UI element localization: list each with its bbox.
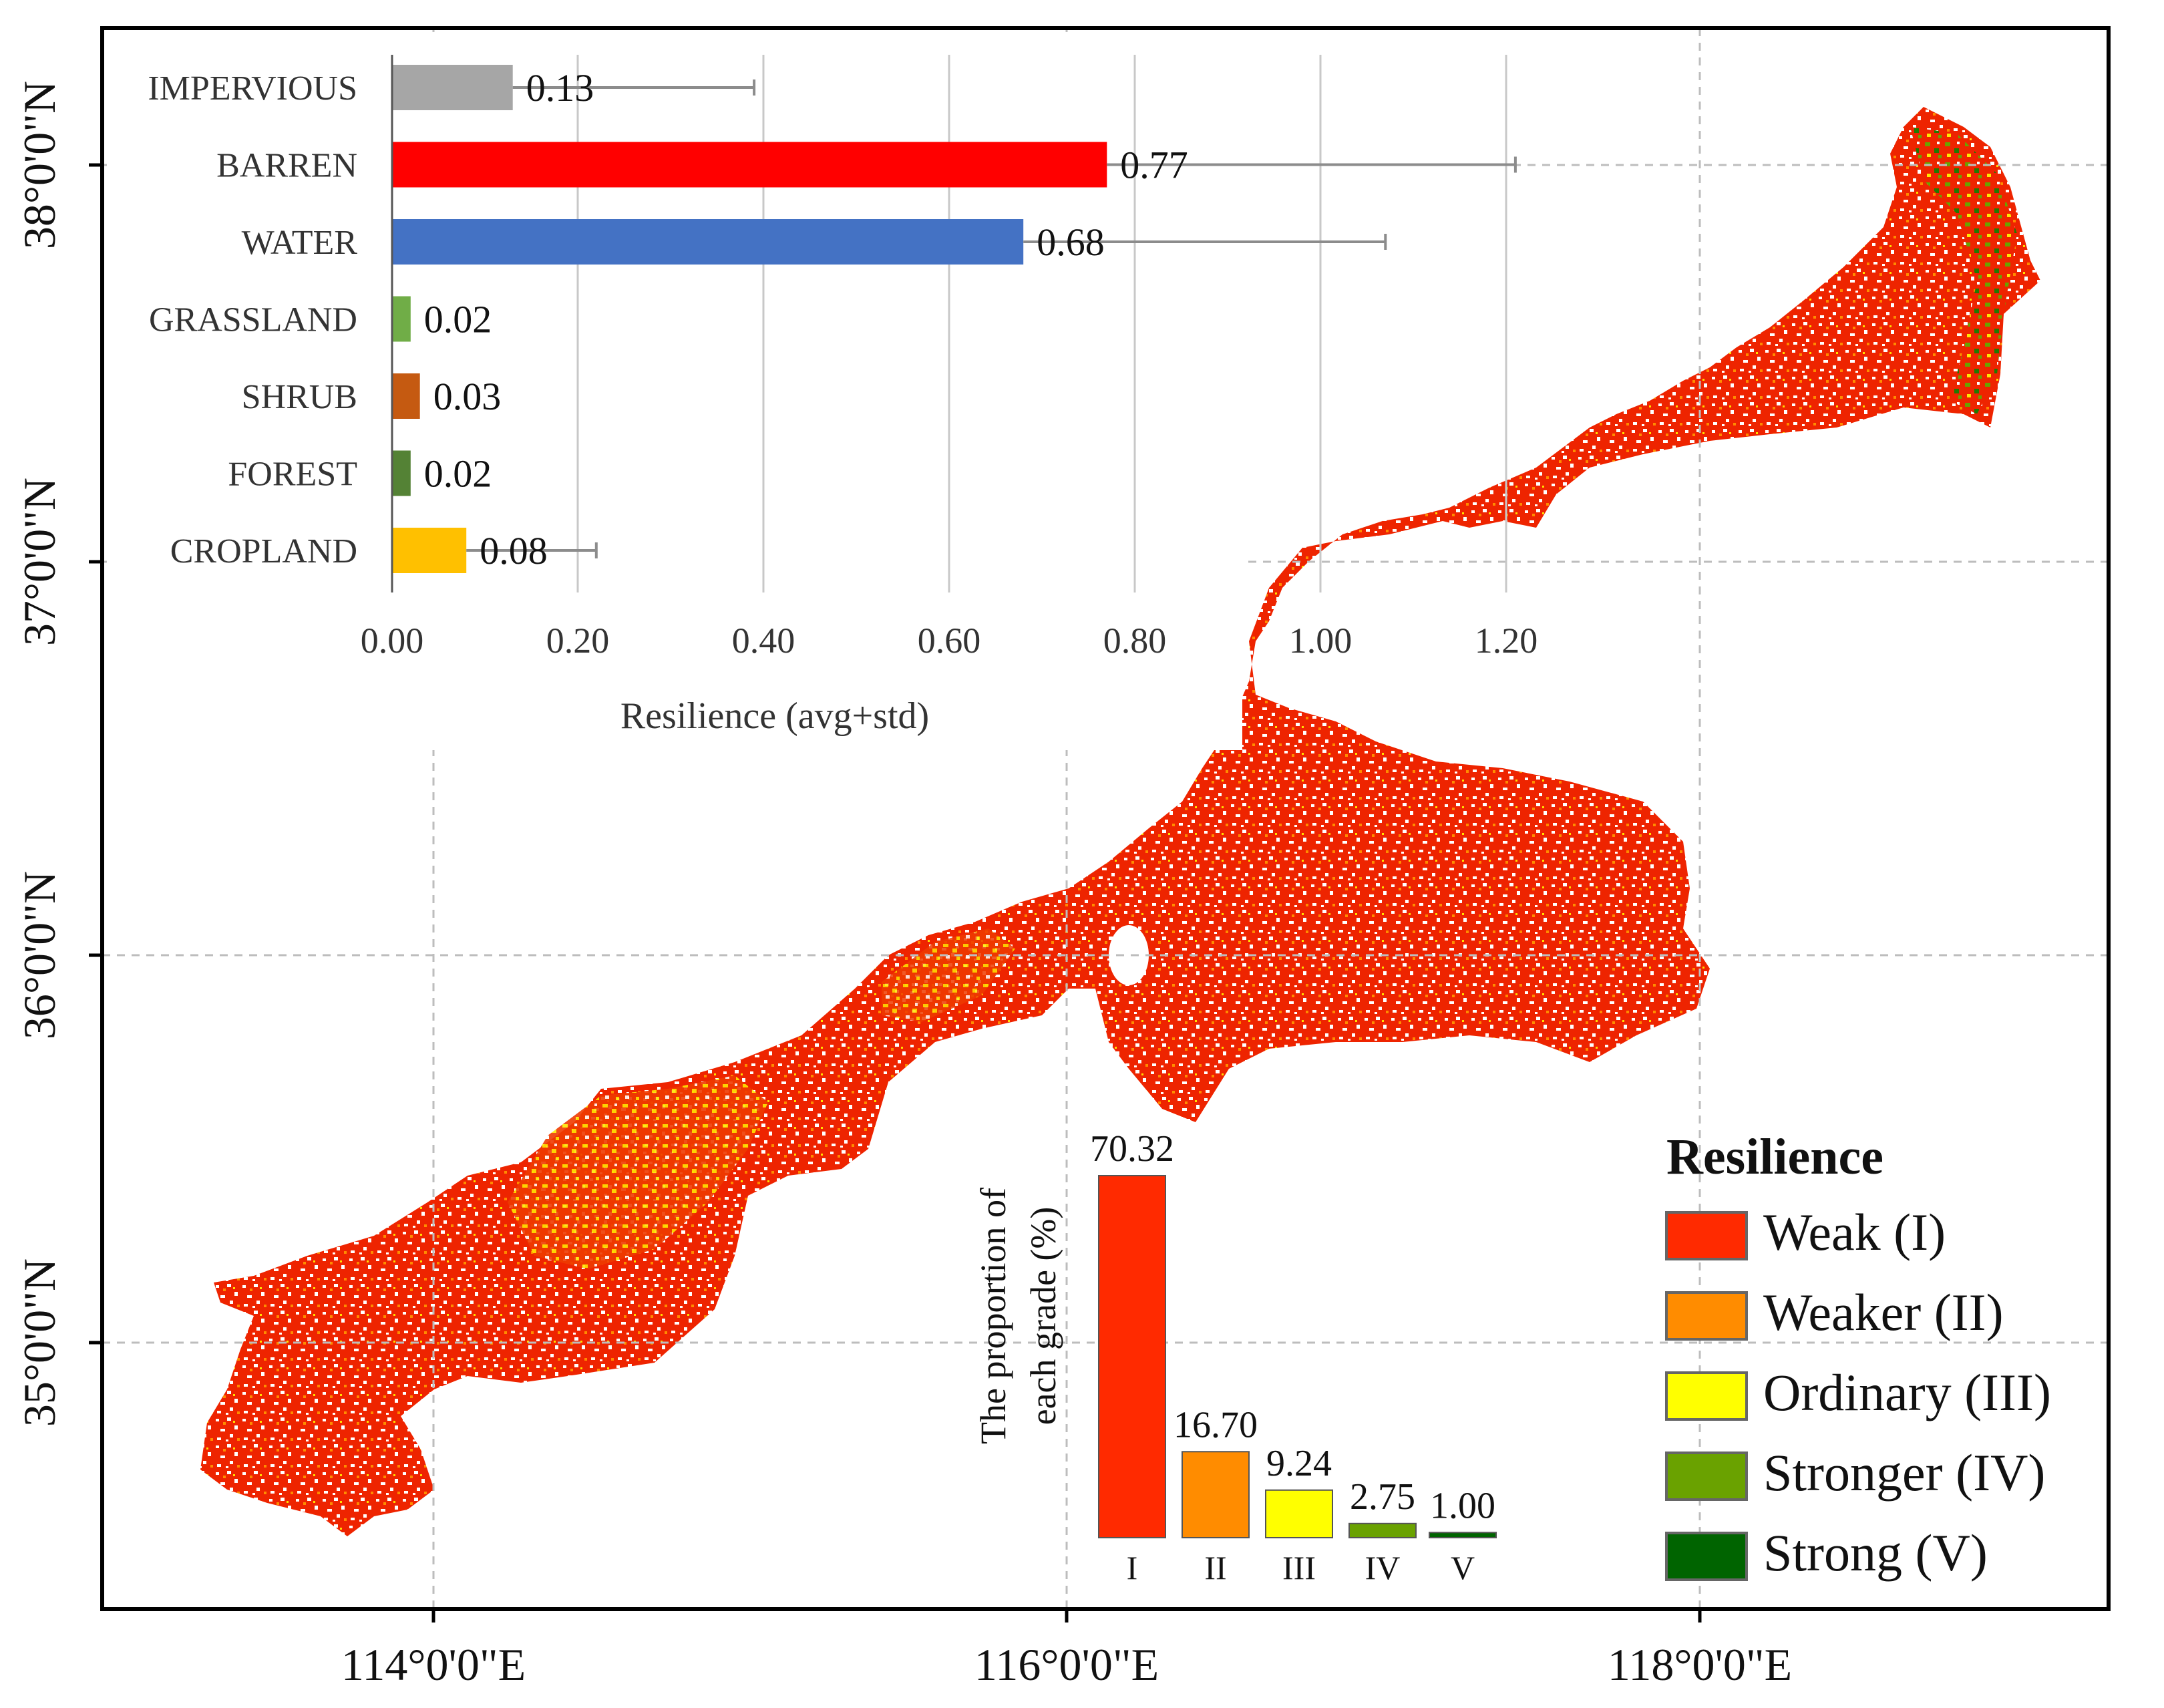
landcover-chart-x-ticks: 0.00 0.20 0.40 0.60 0.80 1.00 1.20 bbox=[361, 621, 1538, 661]
landcover-category-label: CROPLAND bbox=[170, 532, 357, 570]
grade-bar-ii bbox=[1182, 1451, 1250, 1538]
landcover-x-tick-label: 0.20 bbox=[546, 621, 610, 661]
grade-category-label: II bbox=[1204, 1549, 1226, 1586]
grade-bar-v bbox=[1429, 1532, 1497, 1539]
grade-proportion-chart: 70.32 I 16.70 II 9.24 III 2.75 IV 1.00 V The prop… bbox=[973, 1128, 1497, 1586]
landcover-value-label: 0.68 bbox=[1037, 220, 1105, 264]
landcover-category-label: WATER bbox=[242, 224, 358, 262]
landcover-category-label: FOREST bbox=[228, 456, 357, 494]
region-yellow-patch-2 bbox=[882, 928, 1015, 1022]
landcover-x-tick-label: 1.00 bbox=[1289, 621, 1352, 661]
landcover-category-label: IMPERVIOUS bbox=[148, 69, 357, 108]
landcover-bar-forest bbox=[392, 450, 411, 496]
grade-value-label: 9.24 bbox=[1266, 1443, 1332, 1484]
region-white-gap bbox=[1109, 925, 1149, 985]
landcover-value-label: 0.13 bbox=[526, 66, 594, 110]
landcover-bar-water bbox=[392, 219, 1024, 265]
grade-value-label: 2.75 bbox=[1350, 1476, 1415, 1518]
landcover-chart-x-axis-label: Resilience (avg+std) bbox=[620, 695, 929, 737]
legend-label: Weaker (II) bbox=[1763, 1283, 2004, 1341]
legend-swatch bbox=[1665, 1532, 1748, 1581]
study-area-region bbox=[200, 107, 2040, 1536]
lat-label-37: 37°0'0"N bbox=[14, 478, 65, 646]
landcover-x-tick-label: 1.20 bbox=[1475, 621, 1538, 661]
lat-label-38: 38°0'0"N bbox=[14, 81, 65, 249]
legend-swatch bbox=[1665, 1371, 1748, 1421]
grade-value-label: 16.70 bbox=[1174, 1404, 1258, 1445]
landcover-value-label: 0.02 bbox=[424, 452, 492, 496]
landcover-value-label: 0.08 bbox=[480, 529, 548, 572]
region-green-patch bbox=[1910, 127, 2017, 414]
legend-swatch bbox=[1665, 1211, 1748, 1260]
landcover-resilience-chart: 0.13 0.77 0.68 0.02 0.03 0.02 0.08 IMPERVIOUS B… bbox=[107, 32, 1538, 750]
legend-swatch bbox=[1665, 1291, 1748, 1341]
lon-labels: 114°0'0"E 116°0'0"E 118°0'0"E bbox=[341, 1639, 1792, 1690]
landcover-chart-category-labels: IMPERVIOUS BARREN WATER GRASSLAND SHRUB FORES… bbox=[148, 69, 357, 570]
landcover-value-label: 0.02 bbox=[424, 298, 492, 341]
legend: Resilience Weak (I) Weaker (II) Ordinary (… bbox=[1665, 1129, 2051, 1582]
landcover-bar-grassland bbox=[392, 296, 411, 342]
landcover-bar-cropland bbox=[392, 528, 467, 573]
grade-category-label: I bbox=[1127, 1549, 1138, 1586]
legend-label: Stronger (IV) bbox=[1763, 1443, 2045, 1502]
legend-label: Weak (I) bbox=[1763, 1203, 1946, 1261]
grade-category-label: V bbox=[1451, 1549, 1475, 1586]
grade-value-label: 1.00 bbox=[1430, 1485, 1495, 1526]
landcover-category-label: BARREN bbox=[216, 147, 357, 185]
lat-label-36: 36°0'0"N bbox=[14, 871, 65, 1039]
legend-items: Weak (I) Weaker (II) Ordinary (III) Stronge… bbox=[1665, 1203, 2051, 1582]
grade-category-label: IV bbox=[1365, 1549, 1401, 1586]
legend-label: Ordinary (III) bbox=[1763, 1363, 2051, 1421]
legend-title: Resilience bbox=[1666, 1129, 1883, 1185]
grade-bar-i bbox=[1098, 1175, 1166, 1538]
grade-bar-iii bbox=[1265, 1489, 1333, 1538]
lat-label-35: 35°0'0"N bbox=[14, 1258, 65, 1427]
landcover-x-tick-label: 0.00 bbox=[361, 621, 424, 661]
grade-bar-iv bbox=[1348, 1522, 1417, 1538]
grade-value-label: 70.32 bbox=[1090, 1128, 1174, 1170]
region-yellow-patch bbox=[508, 1075, 768, 1269]
landcover-x-tick-label: 0.60 bbox=[918, 621, 981, 661]
map-frame bbox=[100, 26, 2111, 1611]
landcover-x-tick-label: 0.40 bbox=[732, 621, 795, 661]
map-ticks bbox=[89, 163, 1702, 1622]
grade-chart-y-axis-label-line1: The proportion of bbox=[973, 1188, 1013, 1444]
grade-category-label: III bbox=[1282, 1549, 1316, 1586]
landcover-x-tick-label: 0.80 bbox=[1103, 621, 1167, 661]
grade-chart-y-axis-label-line2: each grade (%) bbox=[1023, 1207, 1063, 1425]
lon-label-118: 118°0'0"E bbox=[1608, 1639, 1792, 1690]
legend-label: Strong (V) bbox=[1763, 1524, 1988, 1582]
legend-swatch bbox=[1665, 1451, 1748, 1501]
landcover-chart-bars: 0.13 0.77 0.68 0.02 0.03 0.02 0.08 bbox=[392, 65, 1517, 573]
lat-labels: 38°0'0"N 37°0'0"N 36°0'0"N 35°0'0"N bbox=[14, 81, 65, 1427]
landcover-value-label: 0.77 bbox=[1120, 144, 1188, 187]
lon-label-116: 116°0'0"E bbox=[974, 1639, 1159, 1690]
grade-chart-bars: 70.32 I 16.70 II 9.24 III 2.75 IV 1.00 V bbox=[1090, 1128, 1497, 1586]
lon-label-114: 114°0'0"E bbox=[341, 1639, 526, 1690]
landcover-bar-shrub bbox=[392, 373, 420, 419]
landcover-bar-impervious bbox=[392, 65, 513, 110]
landcover-category-label: GRASSLAND bbox=[149, 301, 357, 339]
landcover-bar-barren bbox=[392, 142, 1107, 188]
landcover-category-label: SHRUB bbox=[242, 378, 357, 416]
landcover-value-label: 0.03 bbox=[433, 375, 502, 418]
